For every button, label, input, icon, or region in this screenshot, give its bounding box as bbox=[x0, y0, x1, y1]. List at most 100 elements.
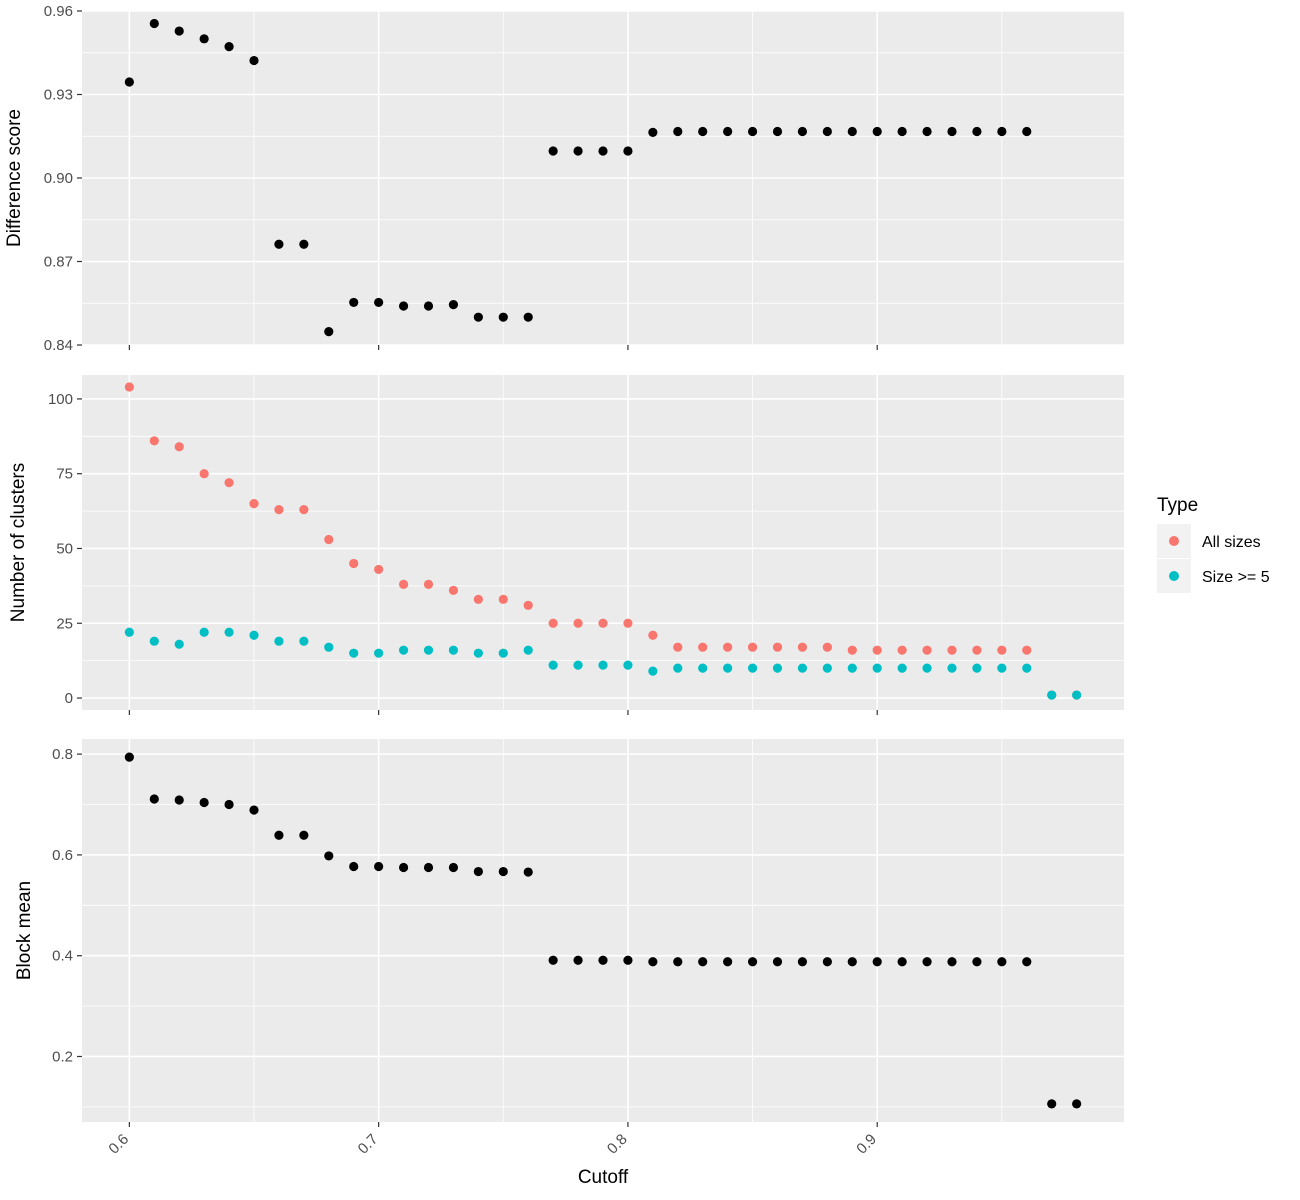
data-point bbox=[299, 239, 309, 249]
data-point bbox=[299, 830, 309, 840]
data-point bbox=[498, 648, 508, 658]
data-point bbox=[224, 478, 234, 488]
data-point bbox=[498, 866, 508, 877]
data-point bbox=[398, 862, 409, 873]
data-point bbox=[997, 957, 1007, 967]
data-point bbox=[274, 504, 284, 515]
y-tick-label: 100 bbox=[48, 391, 73, 408]
y-tick-label: 25 bbox=[56, 615, 73, 632]
data-point bbox=[598, 955, 608, 965]
data-point bbox=[573, 618, 583, 628]
data-point bbox=[249, 805, 259, 815]
data-point bbox=[1072, 690, 1082, 700]
data-point bbox=[498, 594, 508, 604]
data-point bbox=[747, 957, 758, 967]
data-point bbox=[199, 797, 209, 808]
data-point bbox=[199, 627, 209, 637]
data-point bbox=[548, 955, 558, 965]
y-tick-label: 0.96 bbox=[44, 3, 73, 20]
data-point bbox=[349, 297, 359, 308]
data-point bbox=[648, 127, 658, 137]
data-point bbox=[897, 663, 907, 673]
data-point bbox=[423, 301, 434, 311]
data-point bbox=[698, 663, 708, 673]
data-point bbox=[797, 957, 808, 967]
data-point bbox=[1022, 126, 1032, 137]
panel-middle: 0 25 50 75 100 Number of clusters bbox=[8, 375, 1124, 715]
data-point bbox=[648, 630, 658, 640]
data-point bbox=[149, 794, 159, 804]
data-point bbox=[448, 585, 459, 595]
data-point bbox=[149, 636, 159, 646]
data-point bbox=[324, 851, 334, 861]
data-point bbox=[249, 630, 259, 640]
legend: Type All sizes Size >= 5 bbox=[1157, 495, 1270, 593]
data-point bbox=[199, 469, 209, 479]
data-point bbox=[747, 126, 758, 137]
data-point bbox=[648, 957, 658, 967]
data-point bbox=[972, 663, 982, 673]
data-point bbox=[723, 663, 733, 673]
data-point bbox=[124, 627, 134, 637]
data-point bbox=[822, 957, 832, 967]
data-point bbox=[723, 957, 733, 967]
data-point bbox=[448, 300, 459, 310]
y-tick-label: 0.6 bbox=[52, 847, 73, 864]
data-point bbox=[1022, 957, 1032, 967]
data-point bbox=[398, 579, 409, 589]
data-point bbox=[972, 126, 982, 137]
data-point bbox=[772, 642, 783, 652]
data-point bbox=[1022, 663, 1032, 673]
y-tick-label: 0.90 bbox=[44, 170, 73, 187]
x-axis-title: Cutoff bbox=[578, 1167, 629, 1188]
data-point bbox=[324, 534, 334, 545]
data-point bbox=[473, 312, 483, 322]
data-point bbox=[598, 146, 608, 156]
data-point bbox=[423, 579, 434, 589]
data-point bbox=[922, 663, 932, 673]
data-point bbox=[797, 126, 808, 137]
data-point bbox=[374, 297, 384, 308]
data-point bbox=[548, 618, 558, 628]
data-point bbox=[922, 126, 932, 137]
y-tick-label: 75 bbox=[56, 466, 73, 483]
series-size-5 bbox=[124, 627, 1082, 700]
series-0 bbox=[124, 752, 1082, 1109]
data-point bbox=[124, 382, 134, 392]
data-point bbox=[747, 642, 758, 652]
y-tick-label: 0.93 bbox=[44, 87, 73, 104]
data-point bbox=[598, 618, 608, 628]
data-point bbox=[324, 327, 334, 337]
x-axis: 0.6 0.7 0.8 0.9 bbox=[105, 1131, 880, 1158]
data-point bbox=[349, 861, 359, 872]
data-point bbox=[1047, 1099, 1057, 1109]
data-point bbox=[772, 663, 783, 673]
data-point bbox=[972, 957, 982, 967]
y-axis-title: Number of clusters bbox=[8, 463, 29, 622]
data-point bbox=[797, 642, 808, 652]
data-point bbox=[573, 955, 583, 965]
data-point bbox=[448, 862, 459, 873]
data-point bbox=[423, 862, 434, 873]
data-point bbox=[548, 660, 558, 670]
data-point bbox=[149, 18, 159, 29]
panel-background bbox=[82, 375, 1124, 710]
data-point bbox=[274, 636, 284, 646]
data-point bbox=[473, 594, 483, 604]
data-point bbox=[523, 645, 533, 655]
data-point bbox=[224, 42, 234, 52]
panel-bottom: 0.2 0.4 0.6 0.8 Block mean bbox=[14, 739, 1124, 1127]
data-point bbox=[623, 955, 633, 965]
data-point bbox=[673, 957, 683, 967]
data-point bbox=[698, 957, 708, 967]
data-point bbox=[249, 499, 259, 509]
data-point bbox=[723, 126, 733, 137]
data-point bbox=[623, 660, 633, 670]
data-point bbox=[897, 957, 907, 967]
data-point bbox=[947, 663, 957, 673]
data-point bbox=[199, 34, 209, 44]
x-tick-label: 0.6 bbox=[105, 1131, 132, 1158]
data-point bbox=[997, 663, 1007, 673]
y-tick-label: 0.8 bbox=[52, 746, 73, 763]
panels: 0.84 0.87 0.90 0.93 0.96 Difference score 0 25 5… bbox=[4, 3, 1124, 1127]
